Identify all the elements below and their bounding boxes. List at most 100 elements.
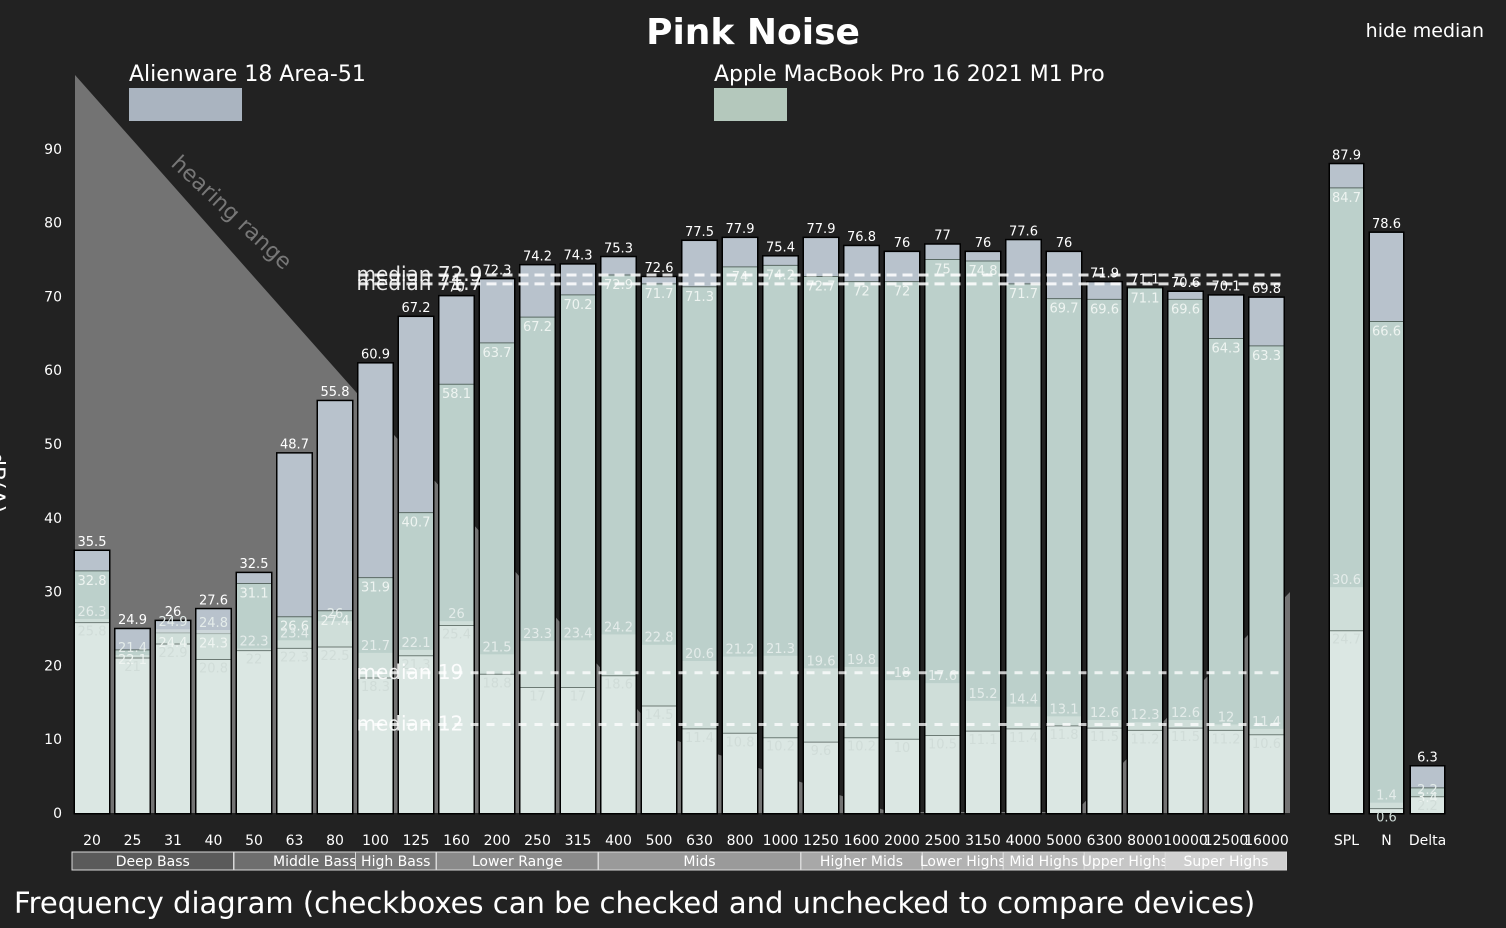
bar-value-noise-apple: 18.8 [483,676,512,691]
bar-value-noise-alienware: 12.3 [1131,708,1160,723]
bar-value-noise-apple: 22.3 [280,650,309,665]
x-tick-label: 20 [83,833,101,849]
x-tick-label: 6300 [1087,833,1123,849]
bar-value-noise-apple: 25.4 [442,628,471,643]
bar-value-noise-apple: 11.5 [1171,730,1200,745]
summary-bar-noise-apple [1411,796,1444,813]
bar-noise-apple [115,658,150,813]
bar-value-alienware: 74.3 [564,249,593,264]
summary-bar-noise-apple [1370,808,1403,813]
x-tick-label: 10000 [1163,833,1208,849]
x-tick-label: 800 [727,833,754,849]
bar-value-noise-apple: 17 [570,690,587,705]
alienware-checkbox-3[interactable] [209,88,242,121]
bar-value-apple: 27.4 [321,614,350,629]
x-tick-label: 630 [686,833,713,849]
caption: Frequency diagram (checkboxes can be che… [14,886,1256,920]
alienware-checkbox-2[interactable] [169,88,202,121]
x-tick-label: 1600 [844,833,880,849]
bar-value-noise-apple: 10.5 [928,738,957,753]
hide-median-toggle[interactable]: hide median [1365,20,1484,42]
bar-noise-apple [277,648,312,813]
bar-value-noise-apple: 10.6 [1252,737,1281,752]
x-tick-label: 25 [124,833,142,849]
x-tick-label: 2500 [925,833,961,849]
bar-value-noise-alienware: 12.6 [1090,706,1119,721]
bar-noise-apple [1128,730,1162,813]
frequency-band-label: Lower Highs [920,854,1006,870]
x-tick-label: 50 [245,833,263,849]
bar-value-noise-apple: 11.8 [1050,728,1079,743]
bar-value-alienware: 26 [165,605,182,620]
bar-value-noise-apple: 14.5 [645,708,674,723]
x-tick-label: 400 [605,833,632,849]
bar-value-alienware: 72.6 [645,261,674,276]
y-tick-label: 70 [44,289,62,305]
bar-value-noise-alienware: 15.2 [969,687,998,702]
bar-noise-apple [1168,728,1203,813]
summary-bar-noise-apple [1330,630,1363,813]
apple-checkbox-2[interactable] [754,88,787,121]
median-label: median 12 [357,711,464,735]
bar-value-noise-alienware: 20.6 [685,647,714,662]
frequency-band [1165,851,1287,871]
bar-noise-apple [1249,734,1284,813]
bar-noise-apple [723,733,757,813]
bar-noise-apple [1006,728,1041,813]
x-tick-label: 8000 [1127,833,1163,849]
bar-value-alienware: 32.5 [240,557,269,572]
bar-value-noise-alienware: 22.3 [240,634,269,649]
bar-value-apple: 24.3 [199,637,228,652]
bar-value-noise-apple: 9.6 [811,744,832,759]
summary-bar-value-alienware: 87.9 [1332,148,1361,163]
bar-value-noise-apple: 22.9 [159,646,188,661]
bar-value-noise-alienware: 19.8 [847,653,876,668]
bar-value-alienware: 75.3 [604,241,633,256]
x-tick-label: 80 [326,833,344,849]
bar-value-alienware: 76 [975,236,992,251]
x-tick-label: 125 [403,833,430,849]
bar-value-alienware: 76 [1056,236,1073,251]
bar-value-alienware: 27.6 [199,593,228,608]
bar-noise-apple [966,731,1000,813]
y-tick-label: 20 [44,658,62,674]
frequency-band-label: Higher Mids [820,854,903,870]
y-tick-label: 10 [44,732,62,748]
alienware-checkbox-1[interactable] [129,88,162,121]
bar-value-noise-apple: 21.3 [402,658,431,673]
frequency-band-label: Mid Highs [1009,854,1078,870]
bar-noise-apple [439,625,474,813]
summary-bar-value-apple: 66.6 [1372,324,1401,339]
bar-value-noise-alienware: 21.2 [726,643,755,658]
x-tick-label: 12500 [1204,833,1249,849]
bar-noise-apple [561,687,595,813]
summary-bar-value-noise-apple: 24.7 [1332,633,1361,648]
device-name-alienware: Alienware 18 Area-51 [129,62,366,87]
bar-value-apple: 71.7 [1009,287,1038,302]
x-tick-label: 100 [362,833,389,849]
bar-value-alienware: 76 [894,236,911,251]
bar-value-apple: 40.7 [402,516,431,531]
bar-noise-apple [399,655,433,813]
x-tick-label: 160 [443,833,470,849]
bar-value-apple: 63.7 [483,346,512,361]
bar-value-alienware: 76.8 [847,230,876,245]
bar-value-noise-apple: 21 [124,660,141,675]
median-label: median 19 [357,660,464,684]
bar-value-noise-alienware: 22.1 [402,636,431,651]
bar-value-noise-alienware: 26 [448,607,465,622]
bar-value-noise-alienware: 11.4 [1252,715,1281,730]
bar-value-noise-apple: 10.2 [847,740,876,755]
apple-checkbox-1[interactable] [714,88,747,121]
bar-value-alienware: 67.2 [402,301,431,316]
bar-value-noise-apple: 11.4 [685,731,714,746]
bar-value-apple: 71.3 [685,290,714,305]
median-label: median 72.9 [357,262,483,286]
bar-value-noise-apple: 11.2 [1212,732,1241,747]
bar-value-noise-apple: 11.4 [1009,731,1038,746]
bar-value-alienware: 77.5 [685,225,714,240]
bar-value-alienware: 69.8 [1252,282,1281,297]
bar-value-noise-apple: 11.5 [1090,730,1119,745]
bar-value-noise-alienware: 26 [327,607,344,622]
